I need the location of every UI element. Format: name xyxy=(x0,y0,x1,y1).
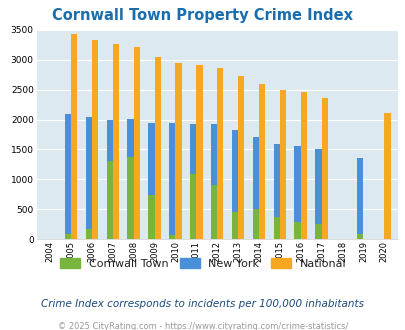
Bar xyxy=(148,123,154,239)
Bar xyxy=(190,174,196,239)
Bar xyxy=(237,77,244,239)
Bar xyxy=(273,144,279,239)
Bar xyxy=(315,224,321,239)
Bar xyxy=(190,124,196,239)
Bar xyxy=(231,212,237,239)
Bar xyxy=(113,44,119,239)
Bar xyxy=(127,119,133,239)
Bar xyxy=(106,120,113,239)
Bar xyxy=(258,84,264,239)
Bar xyxy=(154,57,160,239)
Bar xyxy=(252,209,258,239)
Bar xyxy=(231,130,237,239)
Legend: Cornwall Town, New York, National: Cornwall Town, New York, National xyxy=(55,254,350,273)
Bar xyxy=(169,122,175,239)
Bar xyxy=(321,98,327,239)
Bar xyxy=(294,221,300,239)
Bar xyxy=(356,234,362,239)
Text: Cornwall Town Property Crime Index: Cornwall Town Property Crime Index xyxy=(52,8,353,23)
Bar xyxy=(294,146,300,239)
Text: © 2025 CityRating.com - https://www.cityrating.com/crime-statistics/: © 2025 CityRating.com - https://www.city… xyxy=(58,322,347,330)
Bar xyxy=(85,229,92,239)
Bar xyxy=(217,68,223,239)
Bar xyxy=(384,113,390,239)
Bar xyxy=(133,48,140,239)
Bar xyxy=(356,158,362,239)
Text: Crime Index corresponds to incidents per 100,000 inhabitants: Crime Index corresponds to incidents per… xyxy=(41,299,364,309)
Bar xyxy=(211,124,217,239)
Bar xyxy=(211,185,217,239)
Bar xyxy=(92,40,98,239)
Bar xyxy=(315,149,321,239)
Bar xyxy=(64,114,71,239)
Bar xyxy=(71,35,77,239)
Bar xyxy=(148,195,154,239)
Bar xyxy=(252,138,258,239)
Bar xyxy=(64,234,71,239)
Bar xyxy=(300,92,306,239)
Bar xyxy=(273,217,279,239)
Bar xyxy=(279,90,286,239)
Bar xyxy=(196,65,202,239)
Bar xyxy=(175,63,181,239)
Bar xyxy=(106,160,113,239)
Bar xyxy=(85,116,92,239)
Bar xyxy=(169,235,175,239)
Bar xyxy=(127,157,133,239)
